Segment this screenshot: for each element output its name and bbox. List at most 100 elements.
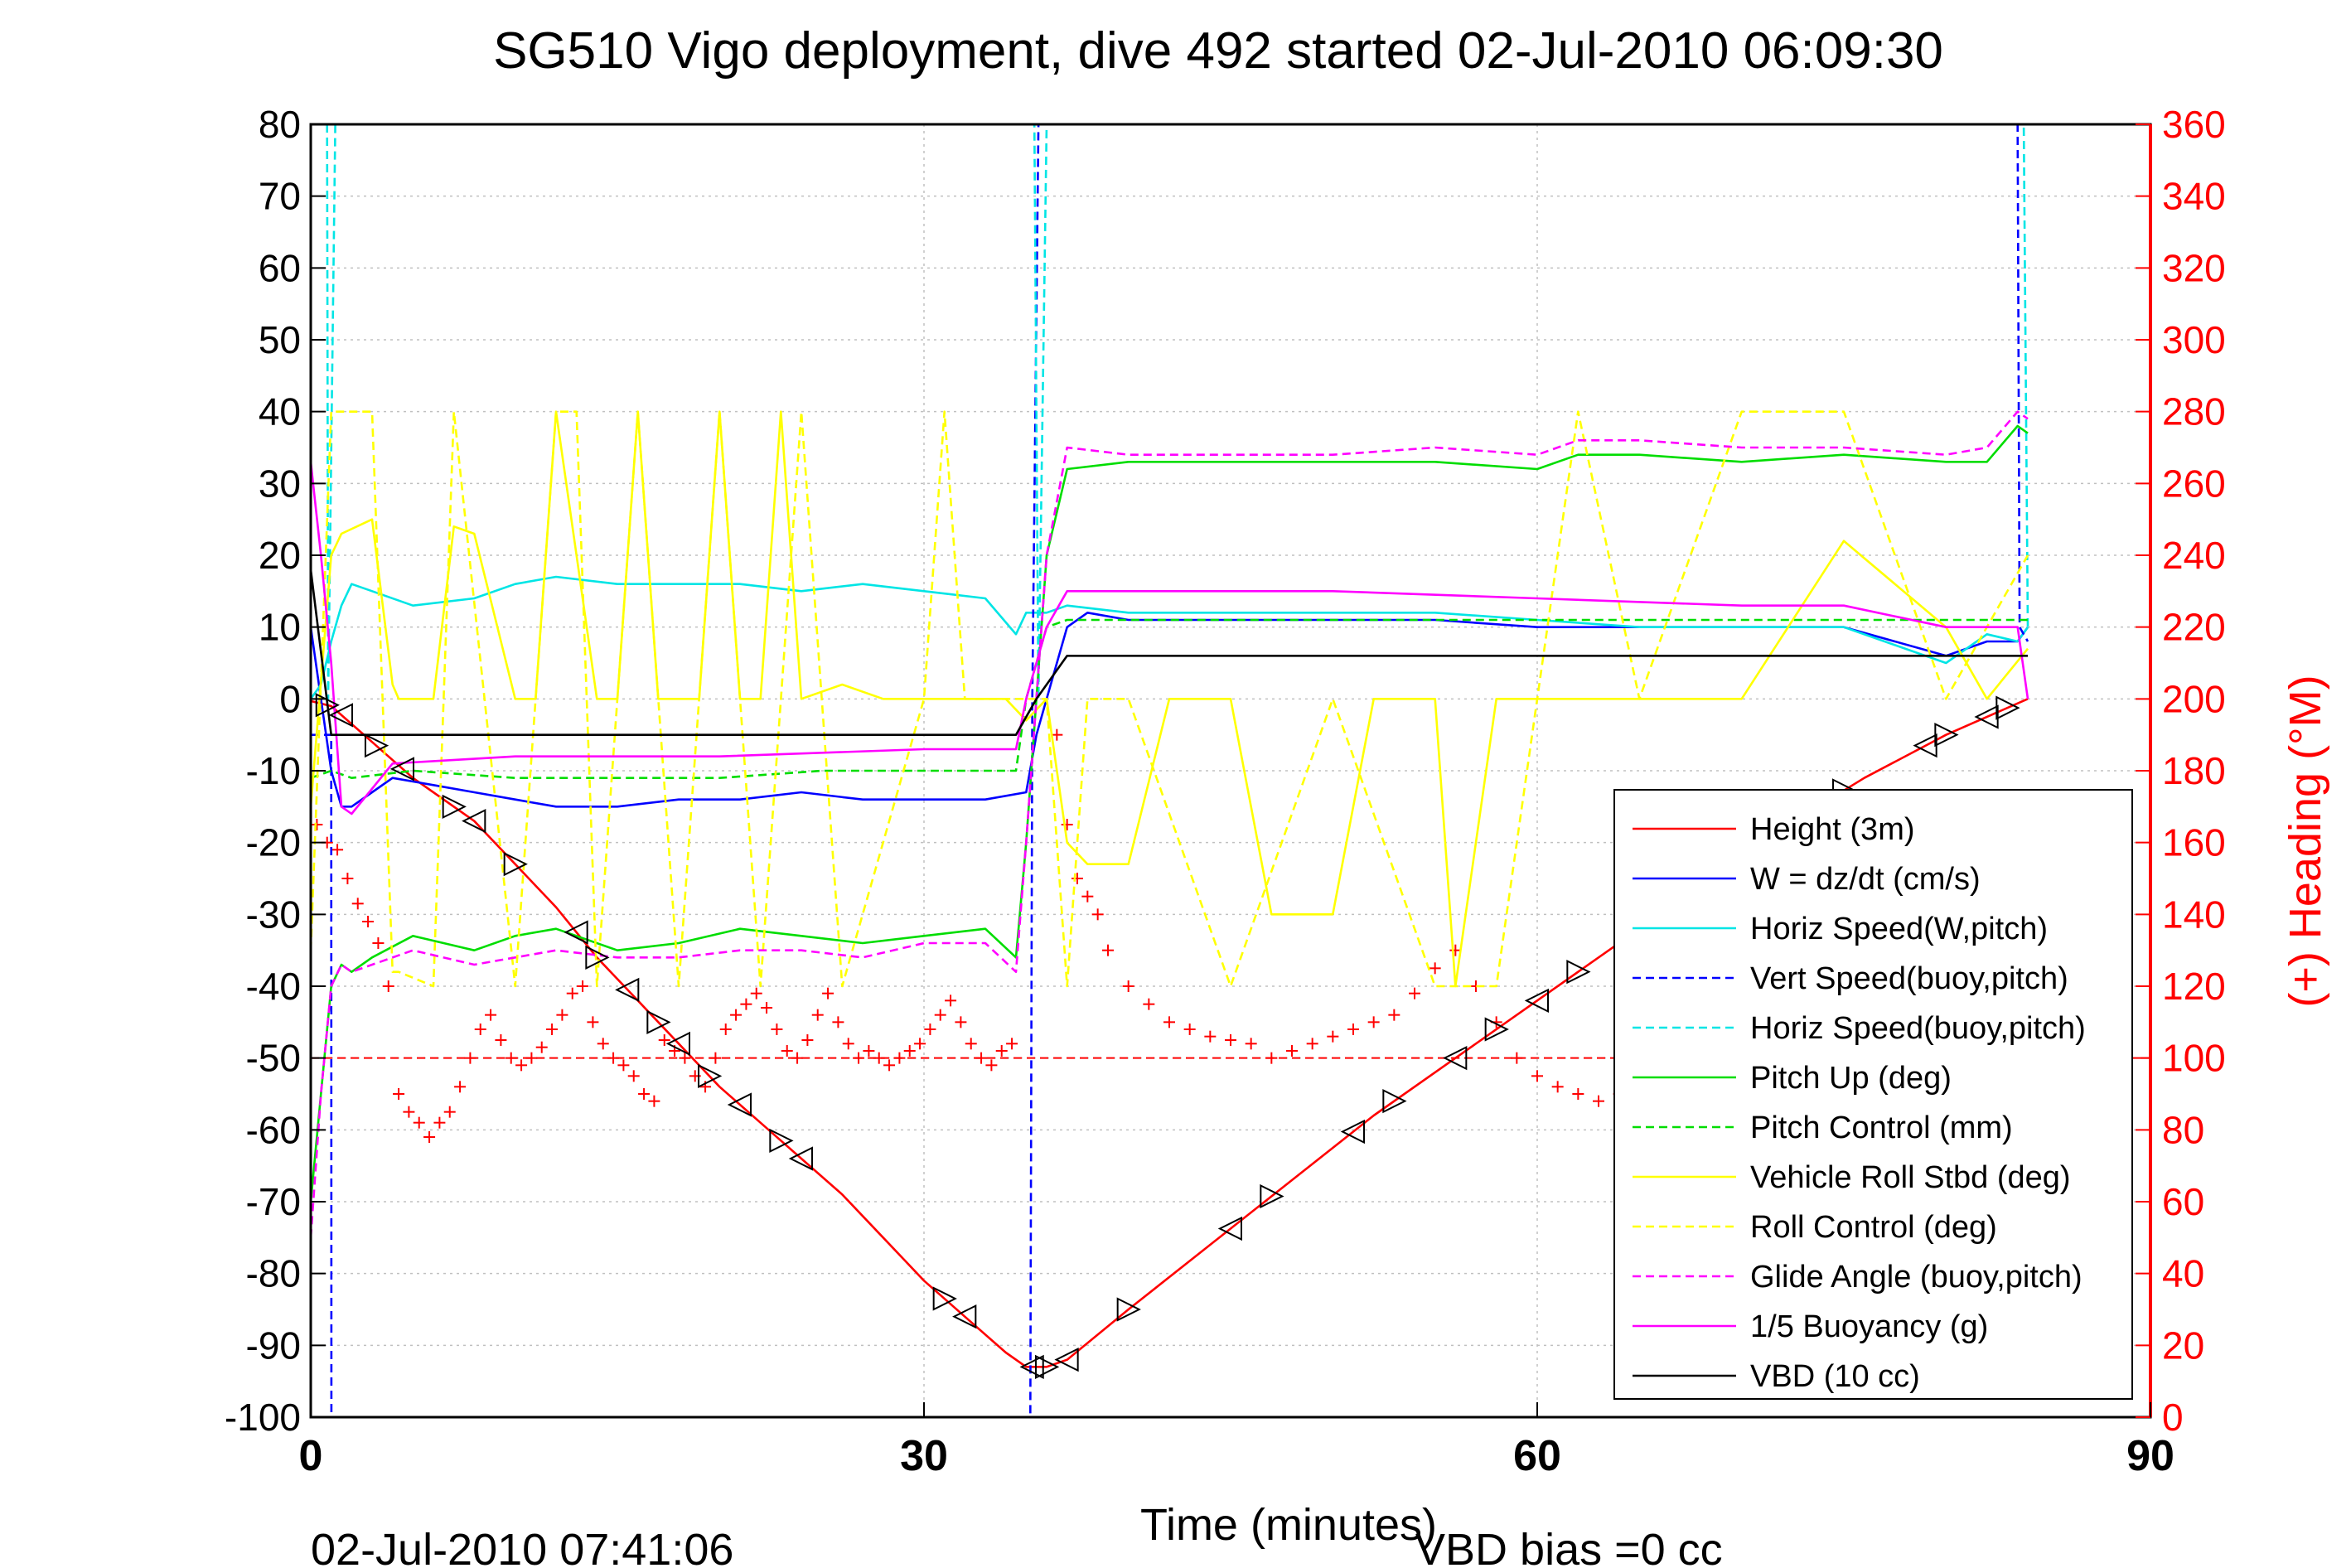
x-tick-label: 90	[2126, 1432, 2174, 1480]
right-tick-label: 300	[2162, 318, 2226, 361]
heading-point	[648, 1095, 660, 1107]
series-line-3	[309, 575, 2029, 700]
heading-point	[873, 1052, 885, 1064]
right-tick-label: 0	[2162, 1396, 2184, 1439]
right-tick-label: 100	[2162, 1037, 2226, 1080]
heading-point	[1091, 908, 1104, 921]
heading-point	[740, 998, 752, 1010]
heading-point	[1286, 1045, 1298, 1057]
heading-point	[1511, 1052, 1523, 1064]
x-axis-label: Time (minutes)	[1140, 1500, 1437, 1550]
heading-point	[1327, 1030, 1339, 1043]
heading-point	[505, 1052, 517, 1064]
series-line-10	[309, 410, 2029, 1238]
legend-label: Horiz Speed(W,pitch)	[1750, 912, 2048, 946]
dive-marker	[442, 794, 467, 819]
dive-marker	[1566, 960, 1591, 985]
heading-point	[587, 1016, 599, 1028]
left-tick-label: 50	[259, 318, 301, 361]
dive-marker	[932, 1286, 957, 1311]
dive-marker	[462, 809, 486, 834]
dive-marker	[1443, 1046, 1468, 1071]
heading-point	[474, 1024, 486, 1035]
heading-point	[1081, 890, 1094, 903]
dive-marker	[503, 852, 528, 877]
x-tick-label: 0	[299, 1432, 323, 1480]
dive-marker	[1484, 1017, 1509, 1042]
heading-point	[955, 1016, 967, 1028]
heading-point	[914, 1038, 926, 1050]
heading-point	[1006, 1038, 1018, 1050]
dive-marker	[1340, 1119, 1365, 1145]
legend-label: Roll Control (deg)	[1750, 1210, 1997, 1245]
series-line-11	[309, 462, 2029, 815]
heading-point	[1204, 1030, 1217, 1043]
heading-point	[351, 898, 364, 910]
heading-point	[924, 1024, 936, 1035]
heading-point	[1388, 1009, 1400, 1021]
legend-label: Vert Speed(buoy,pitch)	[1750, 961, 2068, 996]
heading-point	[1551, 1081, 1564, 1093]
heading-point	[822, 987, 834, 999]
series-line-7	[310, 618, 2028, 780]
heading-point	[791, 1052, 804, 1064]
heading-point	[945, 995, 957, 1007]
heading-point	[1225, 1034, 1236, 1046]
heading-point	[597, 1038, 609, 1050]
left-tick-label: -20	[246, 821, 301, 864]
heading-point	[433, 1116, 446, 1129]
right-tick-label: 280	[2162, 390, 2226, 433]
dive-marker	[1382, 1089, 1407, 1114]
chart-title: SG510 Vigo deployment, dive 492 started …	[493, 22, 1943, 80]
left-tick-label: 60	[259, 246, 301, 289]
legend-label: Pitch Up (deg)	[1750, 1061, 1952, 1096]
heading-point	[903, 1045, 916, 1057]
heading-point	[761, 1002, 773, 1014]
heading-point	[883, 1059, 896, 1072]
series-line-9	[309, 410, 2029, 988]
heading-point	[341, 873, 354, 884]
heading-point	[832, 1016, 844, 1028]
legend-label: Pitch Control (mm)	[1750, 1111, 2013, 1145]
heading-point	[607, 1052, 620, 1064]
heading-point	[362, 916, 375, 927]
left-tick-label: -80	[246, 1252, 301, 1295]
right-tick-label: 220	[2162, 606, 2226, 649]
x-tick-label: 60	[1513, 1432, 1561, 1480]
heading-point	[535, 1041, 548, 1053]
legend-label: 1/5 Buoyancy (g)	[1750, 1309, 1988, 1344]
dive-marker	[389, 757, 414, 782]
dive-marker	[1995, 695, 2020, 720]
left-tick-label: 70	[259, 175, 301, 218]
heading-point	[1051, 728, 1063, 741]
left-tick-label: 80	[259, 103, 301, 146]
heading-point	[1429, 962, 1441, 975]
right-tick-label: 260	[2162, 462, 2226, 505]
heading-point	[965, 1038, 977, 1050]
heading-point	[985, 1059, 998, 1072]
left-tick-label: -10	[246, 749, 301, 792]
dive-markers	[315, 693, 2020, 1379]
heading-point	[995, 1045, 1008, 1057]
right-tick-label: 60	[2162, 1180, 2204, 1223]
heading-point	[443, 1106, 456, 1118]
heading-point	[842, 1038, 854, 1050]
heading-point	[811, 1009, 824, 1021]
heading-point	[525, 1052, 538, 1064]
heading-point	[638, 1088, 651, 1100]
legend-box	[1613, 789, 2133, 1400]
left-tick-label: 0	[279, 677, 301, 720]
heading-point	[1245, 1038, 1257, 1050]
dive-marker	[1524, 988, 1549, 1013]
left-tick-label: 20	[259, 534, 301, 577]
dive-marker	[788, 1146, 813, 1171]
right-tick-label: 140	[2162, 893, 2226, 936]
heading-point	[311, 819, 323, 830]
right-tick-label: 340	[2162, 175, 2226, 218]
heading-point	[1163, 1016, 1175, 1028]
heading-point	[566, 987, 578, 999]
right-tick-label: 360	[2162, 103, 2226, 146]
right-tick-label: 160	[2162, 821, 2226, 864]
legend-label: W = dz/dt (cm/s)	[1750, 862, 1981, 897]
heading-point	[934, 1009, 946, 1021]
